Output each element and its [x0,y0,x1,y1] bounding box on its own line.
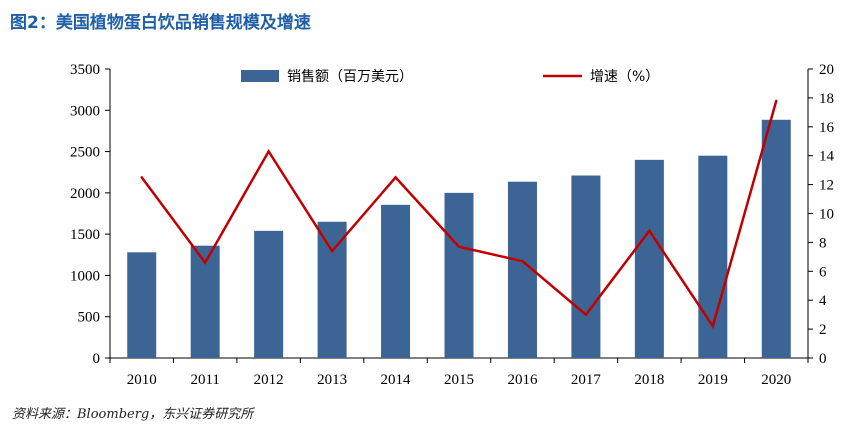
source-note: 资料来源：Bloomberg，东兴证券研究所 [12,407,254,422]
left-tick-label: 500 [78,310,101,326]
x-tick-label: 2019 [698,372,728,388]
line-point [711,325,715,328]
left-tick-label: 3500 [70,62,100,78]
x-tick-label: 2014 [381,372,412,388]
left-tick-label: 1500 [70,227,100,243]
bar [381,204,411,358]
line-point [775,99,778,102]
right-tick-label: 16 [819,120,835,136]
line-series [140,99,778,330]
right-tick-label: 10 [819,207,834,223]
line-point [140,176,143,179]
line-point [203,261,207,264]
x-tick-label: 2018 [634,372,664,388]
legend: 销售额（百万美元） 增速（%） [241,69,659,85]
chart-title: 图2：美国植物蛋白饮品销售规模及增速 [10,13,311,33]
x-tick-label: 2011 [190,372,219,388]
x-tick-label: 2010 [127,372,157,388]
left-tick-label: 1000 [70,268,100,284]
left-tick-label: 0 [93,351,101,367]
line-point [521,259,524,263]
legend-bar-swatch [241,70,279,82]
bar [317,221,347,358]
right-tick-label: 8 [819,235,827,251]
line-point [394,176,397,179]
x-tick-label: 2020 [761,372,791,388]
right-tick-label: 20 [819,62,834,78]
x-tick-label: 2012 [254,372,284,388]
bar [127,252,157,358]
right-tick-label: 12 [819,178,834,194]
line-point [330,249,334,253]
bar [634,159,664,358]
x-tick-label: 2015 [444,372,474,388]
bar [571,175,601,358]
line-point [267,150,270,153]
line-point [648,229,651,233]
right-tick-label: 4 [819,293,827,309]
bar [444,192,474,358]
right-tick-label: 6 [819,264,827,280]
line-point [457,245,461,248]
bar [254,230,284,358]
x-tick-label: 2017 [571,372,602,388]
left-tick-label: 3000 [70,103,100,119]
legend-bar-label: 销售额（百万美元） [287,69,413,85]
left-tick-label: 2500 [70,145,100,161]
right-tick-label: 14 [819,149,835,165]
x-tick-label: 2016 [507,372,538,388]
right-tick-label: 2 [819,322,827,338]
left-tick-label: 2000 [70,186,100,202]
bar-series [127,119,791,358]
line-point [584,313,588,316]
right-tick-label: 18 [819,91,834,107]
axes: 0 500 1000 1500 2000 2500 3000 3500 0 2 4 6 8 10 12 14 1… [70,62,835,388]
x-tick-label: 2013 [317,372,347,388]
right-tick-label: 0 [819,351,827,367]
bar [761,119,791,358]
legend-line-label: 增速（%） [590,69,659,85]
